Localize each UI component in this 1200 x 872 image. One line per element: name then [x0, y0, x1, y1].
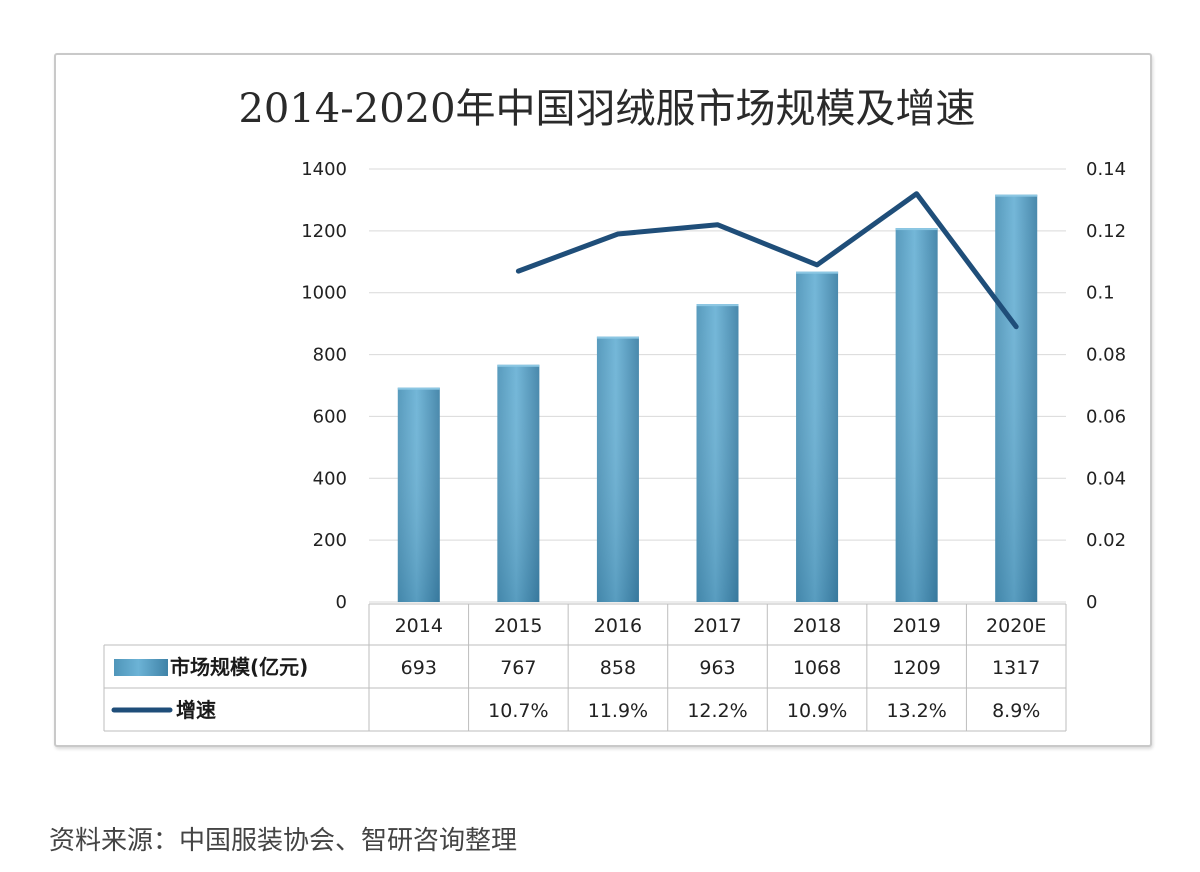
growth-line: [515, 191, 1019, 330]
bar-series: [397, 194, 1038, 602]
right-tick-label: 0.04: [1086, 468, 1126, 489]
left-axis-ticks: 0 200 400 600 800 1000 1200 1400: [301, 159, 347, 613]
bar-top-edge: [995, 194, 1038, 197]
bar-value-label: 1209: [892, 657, 940, 679]
chart-title: 2014-2020年中国羽绒服市场规模及增速: [238, 86, 975, 132]
right-tick-label: 0.08: [1086, 345, 1126, 366]
bar-top-edge: [596, 336, 639, 339]
left-tick-label: 800: [313, 345, 347, 366]
bar-value-label: 963: [699, 657, 735, 679]
right-tick-label: 0.06: [1086, 406, 1126, 427]
growth-value-label: 12.2%: [687, 700, 747, 722]
bar-shade: [796, 271, 839, 602]
left-tick-label: 1000: [301, 283, 347, 304]
category-label: 2014: [395, 615, 443, 637]
left-tick-label: 400: [313, 468, 347, 489]
bar-value-label: 693: [401, 657, 437, 679]
right-tick-label: 0.1: [1086, 283, 1115, 304]
bar-top-edge: [696, 304, 739, 307]
bar-shade: [397, 387, 440, 602]
growth-value-label: 8.9%: [992, 700, 1040, 722]
right-tick-label: 0.12: [1086, 221, 1126, 242]
growth-value-label: 10.9%: [787, 700, 847, 722]
legend-line-label: 增速: [176, 698, 216, 722]
data-table: 2014 693 2015 767 10.7% 2016 858 11.9% 2017 963 12…: [103, 603, 1067, 732]
chart-svg: 2014-2020年中国羽绒服市场规模及增速 0 200 400 600 800 1000…: [103, 86, 1126, 732]
left-tick-label: 600: [313, 406, 347, 427]
category-label: 2015: [494, 615, 542, 637]
growth-value-label: 10.7%: [488, 700, 548, 722]
bar-shade: [696, 304, 739, 602]
category-label: 2016: [594, 615, 642, 637]
bar-top-edge: [397, 387, 440, 390]
bar-value-label: 1317: [992, 657, 1040, 679]
right-axis-ticks: 0 0.02 0.04 0.06 0.08 0.1 0.12 0.14: [1086, 159, 1126, 613]
bar-value-label: 1068: [793, 657, 841, 679]
category-label: 2018: [793, 615, 841, 637]
category-label: 2020E: [986, 615, 1046, 637]
left-tick-label: 0: [336, 592, 347, 613]
left-tick-label: 200: [313, 530, 347, 551]
source-note: 资料来源：中国服装协会、智研咨询整理: [49, 826, 518, 856]
bar-top-edge: [497, 364, 540, 367]
growth-value-label: 11.9%: [588, 700, 648, 722]
growth-value-label: 13.2%: [886, 700, 946, 722]
bar-shade: [497, 364, 540, 602]
left-tick-label: 1400: [301, 159, 347, 180]
bar-shade: [995, 194, 1038, 602]
chart-frame: 2014-2020年中国羽绒服市场规模及增速 0 200 400 600 800 1000…: [54, 53, 1152, 747]
bar-shade: [895, 228, 938, 602]
right-tick-label: 0.02: [1086, 530, 1126, 551]
legend-bar-label: 市场规模(亿元): [170, 655, 308, 679]
bar-value-label: 767: [500, 657, 536, 679]
bar-top-edge: [796, 271, 839, 274]
left-tick-label: 1200: [301, 221, 347, 242]
category-label: 2017: [693, 615, 741, 637]
right-tick-label: 0.14: [1086, 159, 1126, 180]
bar-top-edge: [895, 228, 938, 231]
bar-value-label: 858: [600, 657, 636, 679]
category-label: 2019: [892, 615, 940, 637]
right-tick-label: 0: [1086, 592, 1097, 613]
legend-bar-swatch: [114, 659, 168, 676]
bar-shade: [596, 336, 639, 602]
line-series: [515, 191, 1019, 330]
